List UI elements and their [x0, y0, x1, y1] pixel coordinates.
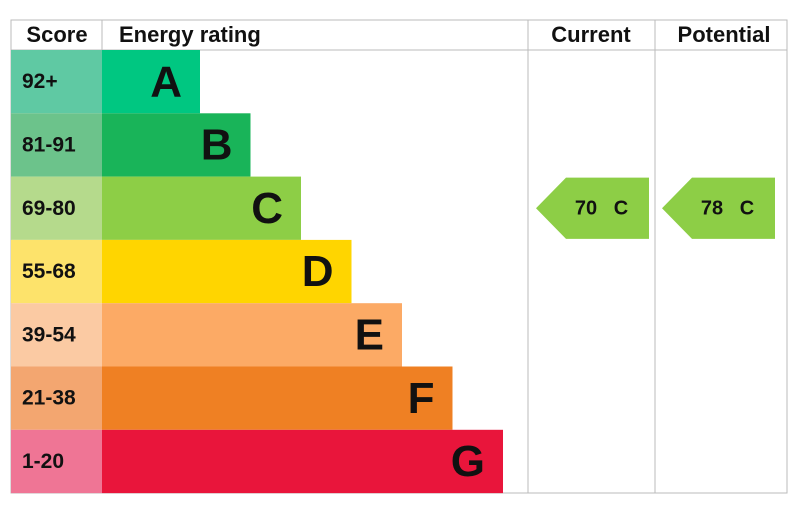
rating-bar [102, 239, 352, 304]
rating-bar [102, 50, 200, 114]
rating-bar [102, 429, 503, 494]
score-cell [11, 50, 102, 114]
potential-value: 78 [701, 198, 723, 220]
rating-bar [102, 176, 301, 240]
score-label: 1-20 [22, 450, 64, 473]
score-label: 39-54 [22, 323, 76, 346]
score-cell [11, 366, 102, 430]
rating-bar [102, 113, 251, 177]
rating-bar [102, 366, 453, 430]
current-value: 70 [575, 198, 597, 220]
potential-band: C [740, 198, 754, 220]
header-rating: Energy rating [119, 22, 261, 47]
score-cell [11, 113, 102, 177]
current-arrow [536, 177, 649, 239]
current-band: C [614, 198, 628, 220]
potential-arrow [662, 177, 775, 239]
band-letter: B [201, 121, 233, 170]
header-score: Score [26, 22, 87, 47]
score-label: 21-38 [22, 387, 76, 410]
header-potential: Potential [678, 22, 771, 47]
score-cell [11, 429, 102, 494]
score-cell [11, 239, 102, 304]
band-letter: D [302, 247, 334, 296]
score-label: 69-80 [22, 197, 76, 220]
score-label: 92+ [22, 70, 58, 93]
rating-bar [102, 303, 402, 367]
header-current: Current [551, 22, 631, 47]
score-label: 55-68 [22, 260, 76, 283]
score-cell [11, 176, 102, 240]
band-letter: G [451, 437, 485, 486]
band-letter: F [408, 374, 435, 423]
band-letter: E [355, 310, 384, 359]
score-cell [11, 303, 102, 367]
band-letter: A [150, 57, 182, 106]
score-label: 81-91 [22, 133, 76, 156]
band-letter: C [251, 184, 283, 233]
